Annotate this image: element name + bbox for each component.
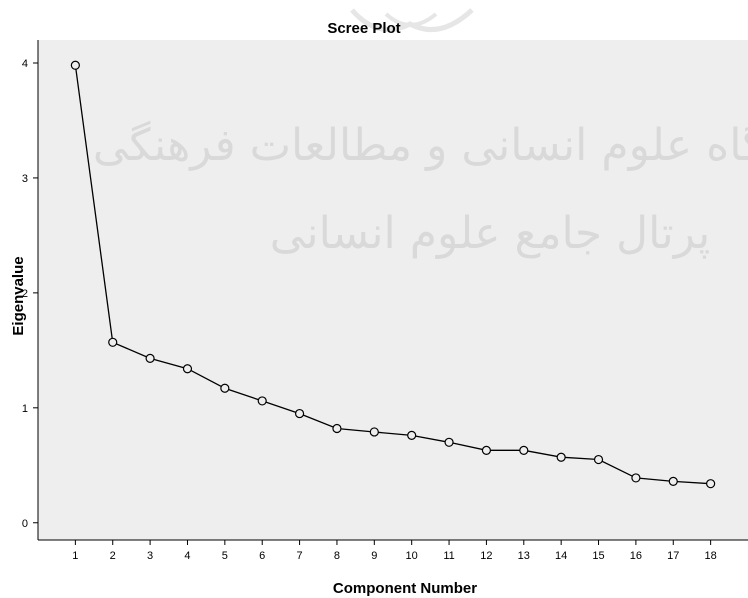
data-point-4	[182, 364, 193, 374]
x-tick-label: 18	[705, 550, 717, 562]
y-tick-label: 1	[22, 403, 28, 415]
data-point-14	[556, 452, 566, 462]
x-tick-label: 2	[110, 550, 116, 562]
y-tick-label: 0	[22, 518, 28, 530]
data-point-3	[145, 353, 155, 363]
data-point-1	[70, 60, 80, 70]
watermark-logo	[350, 8, 474, 33]
data-point-11	[444, 437, 454, 447]
data-point-15	[593, 454, 604, 465]
plot-area	[38, 40, 748, 540]
watermark-line-1: پژوهشگاه علوم انسانی و مطالعات فرهنگی	[93, 120, 748, 171]
x-tick-label: 11	[443, 550, 454, 562]
y-tick-label: 4	[22, 58, 28, 70]
data-point-8	[332, 423, 342, 434]
chart-title: Scree Plot	[327, 20, 400, 37]
x-tick-label: 3	[147, 550, 153, 562]
x-tick-label: 17	[667, 550, 679, 562]
data-point-2	[108, 337, 118, 347]
data-point-9	[369, 427, 379, 437]
data-point-7	[294, 408, 305, 419]
x-tick-label: 14	[555, 550, 567, 562]
x-tick-label: 4	[184, 550, 190, 562]
x-tick-label: 8	[334, 550, 340, 562]
y-tick-label: 3	[22, 173, 28, 185]
x-axis-label: Component Number	[333, 580, 477, 597]
data-point-5	[220, 383, 230, 393]
eigenvalue-line	[74, 65, 711, 485]
data-point-17	[668, 476, 678, 486]
data-point-16	[631, 473, 641, 483]
x-tick-label: 15	[592, 550, 604, 562]
x-tick-label: 10	[406, 550, 418, 562]
x-tick-label: 9	[371, 550, 377, 562]
data-point-18	[706, 479, 716, 489]
data-point-6	[257, 396, 267, 406]
eigenvalue-series	[70, 60, 716, 489]
x-tick-label: 16	[630, 550, 642, 562]
x-tick-label: 12	[480, 550, 492, 562]
watermark-line-2: پرتال جامع علوم انسانی	[270, 208, 711, 259]
y-tick-label: 2	[22, 288, 28, 300]
data-point-10	[407, 430, 417, 441]
y-axis-label: Eigenvalue	[10, 256, 27, 335]
x-tick-label: 7	[297, 550, 303, 562]
data-point-12	[481, 445, 492, 455]
x-tick-label: 6	[259, 550, 265, 562]
x-tick-label: 13	[518, 550, 530, 562]
data-point-13	[519, 445, 529, 455]
x-tick-label: 1	[72, 550, 78, 562]
x-tick-label: 5	[222, 550, 228, 562]
